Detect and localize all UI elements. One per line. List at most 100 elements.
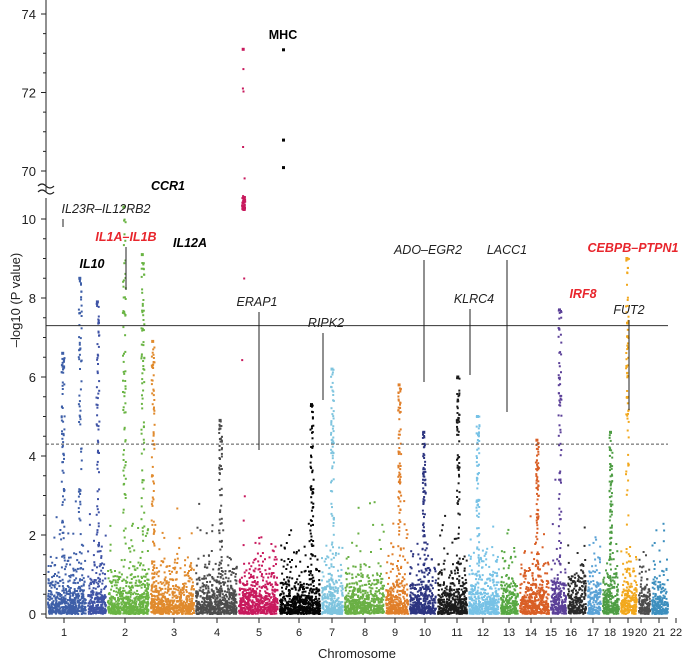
point [263, 612, 266, 615]
point [181, 613, 184, 615]
point [79, 588, 82, 591]
point [80, 543, 83, 546]
point [113, 603, 116, 606]
point [67, 610, 70, 613]
point [228, 591, 231, 594]
point [128, 590, 131, 593]
point [182, 609, 185, 612]
point [62, 521, 64, 524]
point [324, 600, 327, 603]
point [287, 595, 290, 597]
point [77, 495, 80, 498]
point [330, 431, 333, 434]
point [123, 466, 126, 469]
point [230, 558, 232, 561]
point [137, 593, 139, 596]
point [88, 600, 91, 603]
point [367, 580, 370, 583]
point [187, 575, 190, 577]
point [285, 601, 288, 604]
point [303, 602, 306, 605]
point [202, 554, 205, 557]
point [324, 597, 327, 600]
point [267, 603, 270, 606]
point [96, 610, 99, 613]
point [124, 259, 127, 262]
point [347, 612, 350, 615]
point [253, 591, 256, 594]
point [155, 587, 158, 590]
point [245, 595, 248, 598]
point [96, 467, 99, 470]
point [69, 612, 72, 615]
point [291, 559, 293, 561]
point [159, 601, 162, 604]
point [82, 568, 85, 571]
point [75, 577, 78, 580]
point [97, 363, 99, 365]
point [95, 513, 98, 516]
point [337, 552, 340, 555]
point [81, 600, 84, 603]
point [265, 591, 268, 594]
point [247, 612, 250, 615]
point [211, 530, 214, 533]
point [167, 588, 170, 591]
point [315, 597, 318, 600]
point [222, 599, 225, 602]
point [49, 565, 52, 568]
point [173, 587, 176, 590]
point [112, 595, 115, 598]
point [295, 552, 298, 555]
point [382, 610, 385, 613]
point [140, 428, 143, 431]
point [67, 590, 70, 593]
point [266, 603, 269, 606]
point [97, 330, 100, 333]
point [62, 454, 65, 457]
point [382, 603, 385, 606]
point [265, 572, 268, 575]
point [93, 561, 96, 564]
point [294, 588, 297, 591]
point [142, 539, 145, 542]
point [327, 596, 330, 599]
point [224, 570, 227, 573]
point [183, 571, 186, 574]
point [329, 593, 331, 596]
point [198, 611, 201, 614]
point [98, 580, 100, 583]
point [176, 507, 179, 510]
point [107, 577, 110, 580]
point [122, 391, 124, 393]
point [211, 576, 214, 578]
point [144, 601, 147, 604]
point [49, 609, 52, 612]
point [380, 600, 383, 602]
chromosome-2-points [87, 300, 107, 615]
point [228, 612, 231, 615]
point [77, 507, 80, 510]
point [95, 612, 97, 615]
point [135, 595, 138, 598]
point [142, 365, 145, 368]
point [328, 578, 331, 581]
point [144, 589, 147, 592]
point [143, 599, 146, 602]
point [153, 600, 156, 603]
point [374, 600, 376, 603]
point [142, 564, 145, 567]
point [51, 608, 54, 611]
point [195, 600, 198, 603]
point [96, 505, 99, 508]
point [75, 609, 78, 612]
point [141, 302, 144, 305]
point [153, 581, 156, 584]
point [142, 341, 145, 344]
point [142, 575, 145, 578]
point [124, 461, 127, 463]
point [224, 590, 226, 593]
point [161, 587, 164, 590]
point [132, 609, 135, 612]
